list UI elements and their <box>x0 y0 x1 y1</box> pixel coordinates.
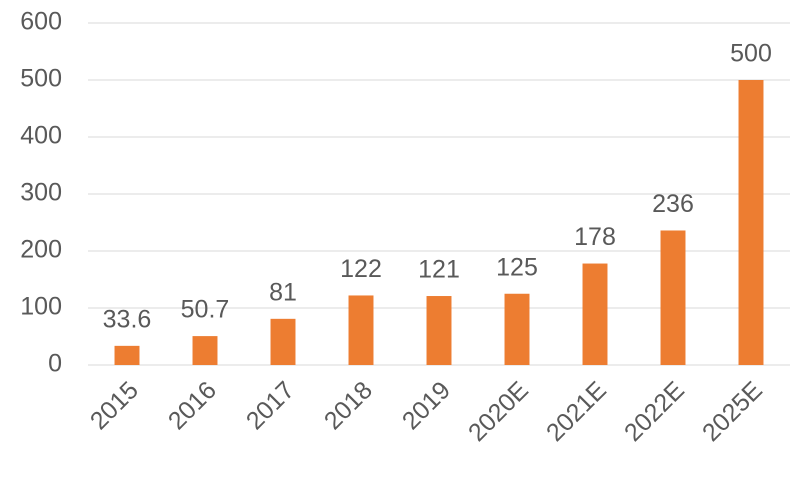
x-tick-label: 2020E <box>463 376 534 447</box>
data-label: 122 <box>340 255 382 283</box>
x-tick-label: 2018 <box>319 376 378 435</box>
x-tick-label: 2019 <box>397 376 456 435</box>
x-tick-label: 2015 <box>85 376 144 435</box>
y-tick-label: 600 <box>20 8 62 36</box>
bar <box>504 293 530 365</box>
y-tick-label: 400 <box>20 122 62 150</box>
data-label: 125 <box>496 253 538 281</box>
x-tick-label: 2017 <box>241 376 300 435</box>
x-tick-label: 2025E <box>697 376 768 447</box>
bar <box>114 345 140 365</box>
x-tick-label: 2016 <box>163 376 222 435</box>
bar <box>270 318 296 365</box>
bar <box>660 230 686 365</box>
data-label: 121 <box>418 256 460 284</box>
y-tick-label: 300 <box>20 179 62 207</box>
bar <box>192 336 218 365</box>
bar <box>738 80 764 365</box>
y-tick-label: 500 <box>20 65 62 93</box>
y-tick-label: 100 <box>20 293 62 321</box>
data-label: 81 <box>269 278 297 306</box>
bar <box>426 296 452 365</box>
x-tick-label: 2022E <box>619 376 690 447</box>
data-label: 33.6 <box>103 305 152 333</box>
data-label: 50.7 <box>181 296 230 324</box>
y-tick-label: 200 <box>20 236 62 264</box>
data-label: 500 <box>730 40 772 68</box>
x-tick-label: 2021E <box>541 376 612 447</box>
data-label: 236 <box>652 190 694 218</box>
bar <box>348 295 374 365</box>
data-label: 178 <box>574 223 616 251</box>
bar <box>582 263 608 365</box>
y-tick-label: 0 <box>48 350 62 378</box>
